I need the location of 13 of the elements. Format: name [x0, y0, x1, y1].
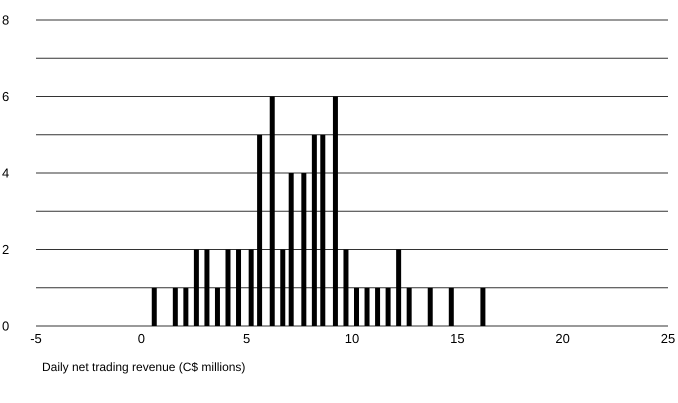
- y-tick-label: 4: [2, 166, 10, 181]
- y-tick-label: 6: [2, 89, 10, 104]
- y-tick-label: 0: [2, 318, 10, 334]
- y-tick-label: 8: [2, 12, 10, 28]
- y-tick-label: 2: [2, 242, 10, 258]
- x-tick-label: 10: [344, 331, 360, 346]
- x-axis-title: Daily net trading revenue (C$ millions): [42, 360, 246, 374]
- x-tick-label: 5: [243, 331, 250, 346]
- x-tick-label: 25: [660, 331, 676, 346]
- x-tick-label: 20: [555, 331, 570, 346]
- x-tick-label: -5: [30, 331, 42, 346]
- x-tick-label: 15: [450, 331, 465, 346]
- x-tick-label: 0: [138, 331, 145, 346]
